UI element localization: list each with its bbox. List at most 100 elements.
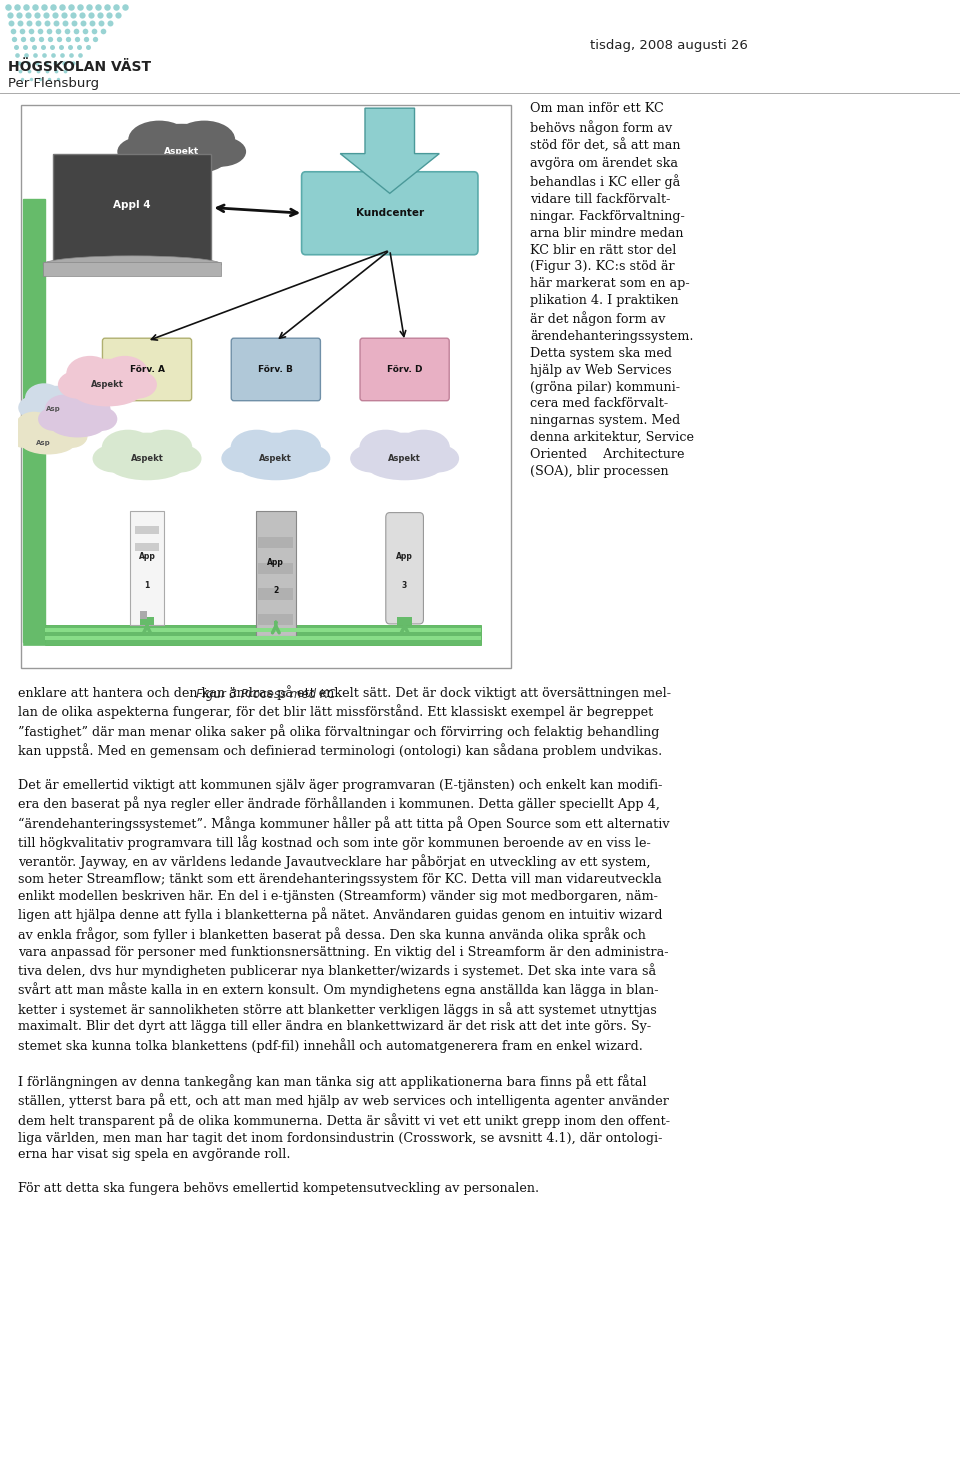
Ellipse shape	[30, 400, 86, 426]
Point	[63, 0, 79, 19]
Ellipse shape	[230, 430, 283, 466]
Ellipse shape	[158, 445, 202, 473]
Text: Appl 4: Appl 4	[113, 199, 151, 209]
Point	[20, 51, 36, 75]
Point	[27, 0, 42, 19]
Point	[56, 3, 71, 26]
Ellipse shape	[25, 384, 63, 413]
Point	[37, 51, 53, 75]
Ellipse shape	[85, 407, 117, 430]
Point	[47, 3, 62, 26]
Point	[21, 12, 36, 35]
FancyBboxPatch shape	[301, 171, 478, 255]
Ellipse shape	[45, 395, 83, 425]
Point	[5, 19, 20, 42]
Bar	[139, 610, 147, 619]
Point	[29, 51, 44, 75]
Point	[79, 28, 94, 51]
Bar	[269, 616, 283, 625]
Ellipse shape	[235, 433, 317, 477]
Ellipse shape	[56, 425, 87, 448]
Ellipse shape	[92, 445, 136, 473]
Ellipse shape	[174, 120, 235, 158]
Point	[41, 19, 57, 42]
Point	[72, 44, 87, 67]
Ellipse shape	[18, 395, 50, 420]
Point	[74, 3, 89, 26]
Bar	[23, 625, 45, 646]
Text: Om man inför ett KC
behövs någon form av
stöd för det, så att man
avgöra om ären: Om man inför ett KC behövs någon form av…	[530, 102, 694, 477]
Ellipse shape	[366, 449, 444, 480]
Point	[101, 3, 116, 26]
Point	[50, 19, 65, 42]
Text: Asp: Asp	[45, 406, 60, 413]
Ellipse shape	[195, 136, 246, 167]
Point	[18, 0, 34, 19]
Text: Asp: Asp	[36, 441, 50, 447]
Bar	[256, 511, 296, 637]
Text: App: App	[268, 558, 284, 567]
Text: Förv. B: Förv. B	[258, 365, 293, 373]
Ellipse shape	[416, 445, 459, 473]
Text: Aspekt: Aspekt	[164, 146, 200, 157]
Ellipse shape	[359, 430, 412, 466]
Point	[85, 19, 101, 42]
Point	[77, 19, 92, 42]
Point	[7, 28, 22, 51]
Text: Aspekt: Aspekt	[131, 454, 163, 463]
Point	[2, 3, 17, 26]
Ellipse shape	[117, 136, 169, 167]
Ellipse shape	[117, 370, 156, 398]
Ellipse shape	[236, 449, 315, 480]
Point	[90, 0, 106, 19]
Point	[87, 28, 103, 51]
Point	[45, 0, 60, 19]
Ellipse shape	[58, 370, 98, 398]
Point	[37, 3, 53, 26]
Ellipse shape	[9, 425, 40, 448]
Ellipse shape	[18, 414, 78, 452]
Point	[93, 12, 108, 35]
Point	[82, 0, 97, 19]
Point	[44, 35, 60, 59]
Ellipse shape	[287, 445, 330, 473]
Ellipse shape	[49, 411, 107, 438]
Text: 3: 3	[402, 581, 407, 590]
Ellipse shape	[140, 430, 192, 466]
Bar	[397, 616, 412, 625]
Point	[20, 3, 36, 26]
Ellipse shape	[43, 411, 81, 442]
Point	[18, 44, 34, 67]
Bar	[134, 526, 159, 534]
Point	[61, 35, 77, 59]
Ellipse shape	[238, 449, 287, 476]
Ellipse shape	[169, 142, 227, 170]
Point	[92, 3, 108, 26]
Point	[103, 12, 118, 35]
Point	[56, 51, 71, 75]
Point	[51, 28, 66, 51]
Point	[23, 67, 38, 91]
Bar	[53, 154, 211, 262]
Text: enklare att hantera och den kan ändras på ett enkelt sätt. Det är dock viktigt a: enklare att hantera och den kan ändras p…	[18, 685, 671, 1195]
Ellipse shape	[70, 359, 145, 403]
Point	[95, 19, 110, 42]
Ellipse shape	[129, 120, 190, 158]
Ellipse shape	[108, 449, 186, 480]
Point	[11, 3, 26, 26]
Text: tisdag, 2008 augusti 26: tisdag, 2008 augusti 26	[590, 38, 748, 51]
Ellipse shape	[50, 411, 85, 433]
Ellipse shape	[15, 411, 53, 442]
Ellipse shape	[73, 375, 117, 401]
Ellipse shape	[364, 433, 445, 477]
Polygon shape	[340, 108, 440, 193]
Bar	[45, 625, 481, 646]
FancyBboxPatch shape	[231, 338, 321, 401]
Ellipse shape	[30, 400, 66, 422]
Ellipse shape	[394, 449, 443, 476]
Text: App: App	[138, 552, 156, 561]
Point	[66, 12, 82, 35]
Point	[36, 44, 52, 67]
Point	[35, 35, 50, 59]
Ellipse shape	[73, 395, 110, 425]
